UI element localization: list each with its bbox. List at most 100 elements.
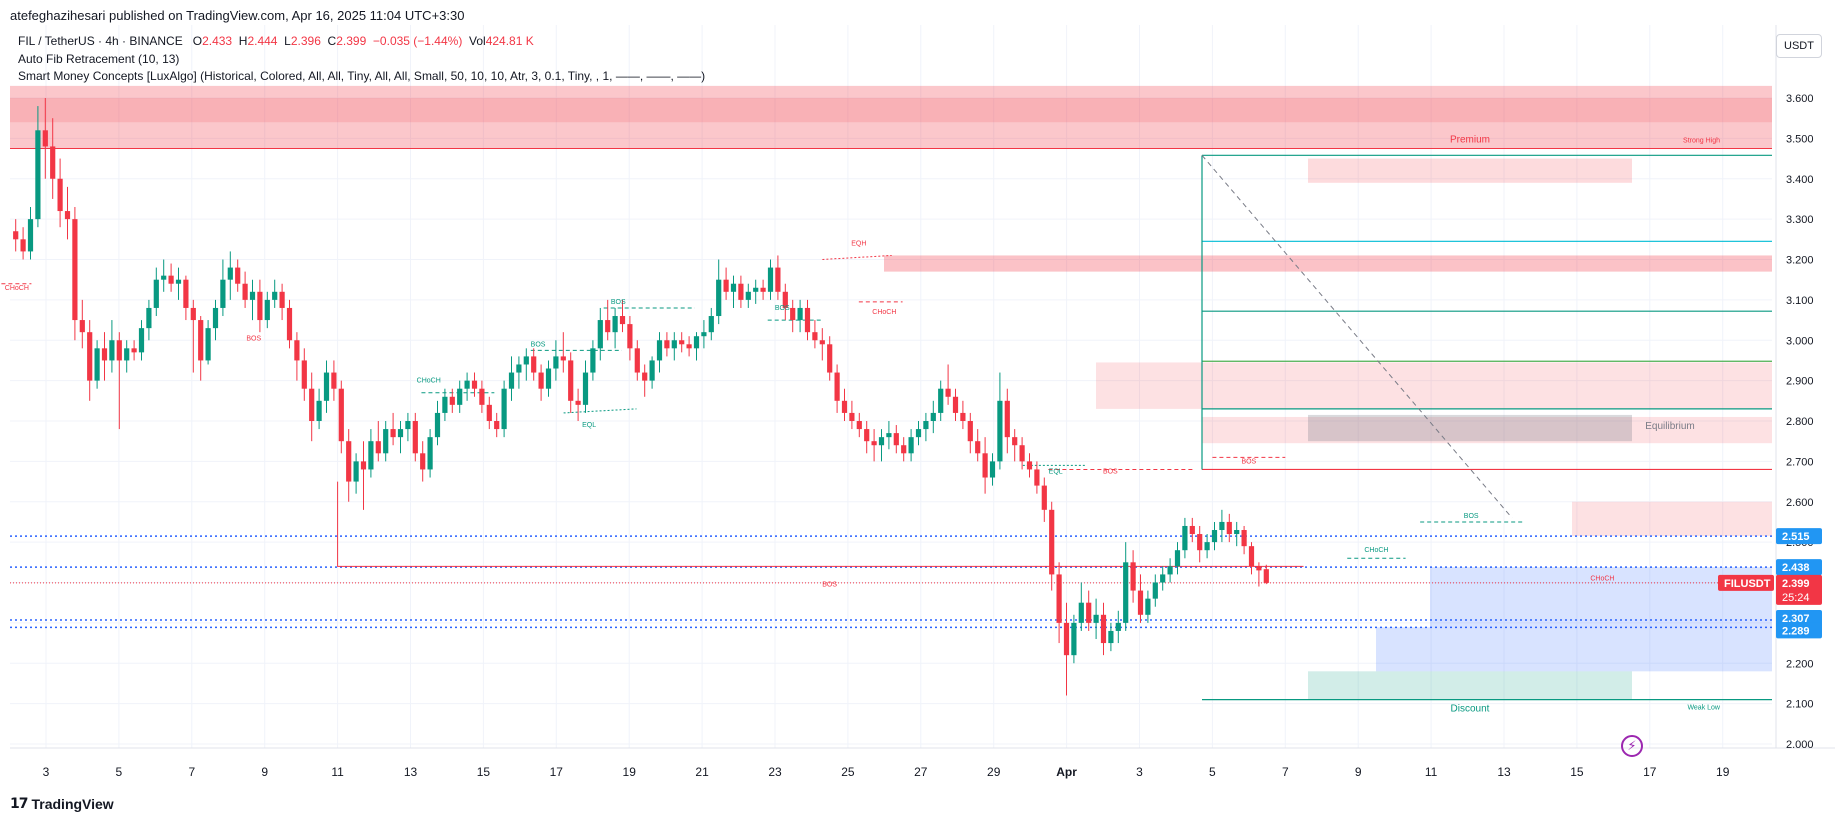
candle bbox=[331, 360, 337, 401]
x-tick-label: 23 bbox=[768, 765, 782, 779]
candle bbox=[1263, 564, 1269, 585]
candle bbox=[434, 400, 441, 446]
symbol-label[interactable]: FIL / TetherUS · 4h · BINANCE bbox=[18, 34, 183, 48]
demand-zone-upper bbox=[1430, 567, 1772, 628]
indicator-smc-legend[interactable]: Smart Money Concepts [LuxAlgo] (Historic… bbox=[18, 69, 706, 83]
weak-low-label: Weak Low bbox=[1687, 705, 1720, 712]
currency-button[interactable]: USDT bbox=[1776, 34, 1822, 58]
candle bbox=[553, 340, 559, 381]
candle bbox=[1034, 461, 1040, 494]
candle bbox=[1078, 582, 1084, 631]
price-label-box bbox=[1776, 528, 1822, 545]
candle bbox=[301, 348, 307, 401]
candle bbox=[235, 259, 241, 292]
candle bbox=[664, 332, 670, 357]
candle bbox=[1093, 598, 1099, 640]
symbol-legend: FIL / TetherUS · 4h · BINANCE O2.433 H2.… bbox=[18, 34, 534, 48]
candle bbox=[264, 291, 270, 329]
price-label-box bbox=[1776, 622, 1822, 639]
candle bbox=[975, 429, 981, 462]
candle bbox=[116, 332, 122, 430]
eqh-line bbox=[822, 254, 892, 260]
fib-trend-line bbox=[1201, 155, 1513, 519]
candle bbox=[619, 299, 626, 333]
x-tick-label: Apr bbox=[1056, 765, 1077, 779]
x-tick-label: 7 bbox=[188, 765, 195, 779]
candle bbox=[227, 251, 233, 300]
structure-label: EQL bbox=[1049, 468, 1063, 475]
candle bbox=[1056, 562, 1062, 644]
x-tick-label: 9 bbox=[1355, 765, 1362, 779]
candle bbox=[1174, 542, 1181, 575]
candle bbox=[353, 453, 359, 494]
supply-zone-eq bbox=[1202, 416, 1772, 444]
candle bbox=[1026, 453, 1033, 478]
candle bbox=[449, 388, 455, 413]
strong-high-label: Strong High bbox=[1683, 137, 1720, 144]
candle bbox=[834, 364, 840, 413]
close-label: C bbox=[327, 34, 337, 48]
candle bbox=[1189, 517, 1195, 543]
candle bbox=[1167, 558, 1173, 583]
candle bbox=[183, 275, 189, 321]
x-tick-label: 27 bbox=[914, 765, 928, 779]
tradingview-brand[interactable]: 17 TradingView bbox=[10, 796, 114, 812]
candle bbox=[375, 421, 381, 462]
open-label: O bbox=[192, 34, 203, 48]
candle bbox=[35, 106, 41, 228]
structure-label: BOS bbox=[1103, 468, 1118, 475]
candle bbox=[597, 307, 603, 361]
candle bbox=[945, 364, 951, 405]
structure-label: BOS bbox=[531, 341, 546, 348]
candle bbox=[249, 279, 256, 321]
candle bbox=[716, 259, 722, 325]
candle bbox=[856, 412, 862, 438]
candle bbox=[560, 332, 566, 373]
x-tick-label: 9 bbox=[261, 765, 268, 779]
order-block-high bbox=[1308, 158, 1632, 183]
candle bbox=[1004, 388, 1010, 454]
y-tick-label: 3.500 bbox=[1786, 133, 1814, 145]
candle bbox=[893, 425, 899, 454]
structure-label: CHoCH bbox=[1590, 575, 1614, 582]
candle bbox=[545, 360, 552, 397]
candle bbox=[13, 219, 19, 252]
candle bbox=[575, 388, 581, 421]
candle bbox=[671, 332, 677, 361]
candle bbox=[523, 348, 529, 381]
equilibrium-label: Equilibrium bbox=[1645, 421, 1694, 432]
candle bbox=[878, 429, 885, 462]
price-label: 2.289 bbox=[1782, 625, 1810, 637]
candle bbox=[989, 453, 996, 486]
supply-zone-mid bbox=[1096, 362, 1772, 409]
indicator-fib-legend[interactable]: Auto Fib Retracement (10, 13) bbox=[18, 52, 180, 66]
candle bbox=[723, 267, 729, 300]
x-tick-label: 3 bbox=[43, 765, 50, 779]
candle bbox=[738, 275, 744, 308]
y-tick-label: 2.600 bbox=[1786, 497, 1814, 509]
candle bbox=[864, 421, 870, 454]
candle bbox=[79, 299, 85, 349]
y-tick-label: 2.900 bbox=[1786, 376, 1814, 388]
structure-label: CHoCH bbox=[417, 378, 441, 385]
candle bbox=[1234, 521, 1240, 547]
candle bbox=[101, 332, 108, 381]
candle bbox=[952, 388, 959, 421]
candle bbox=[538, 364, 544, 401]
candle bbox=[760, 279, 766, 300]
lightning-icon[interactable]: ⚡ bbox=[1621, 735, 1643, 757]
candle bbox=[464, 372, 470, 401]
price-label: 2.399 bbox=[1782, 578, 1810, 590]
candle bbox=[745, 283, 751, 308]
high-value: 2.444 bbox=[247, 34, 278, 48]
candle bbox=[420, 441, 426, 482]
candle bbox=[316, 388, 322, 430]
candle bbox=[294, 332, 300, 381]
candle bbox=[516, 356, 522, 389]
price-label: 2.307 bbox=[1782, 613, 1810, 625]
candle bbox=[819, 328, 825, 361]
candle bbox=[1063, 602, 1070, 696]
candle bbox=[938, 380, 944, 421]
candle bbox=[109, 320, 115, 373]
